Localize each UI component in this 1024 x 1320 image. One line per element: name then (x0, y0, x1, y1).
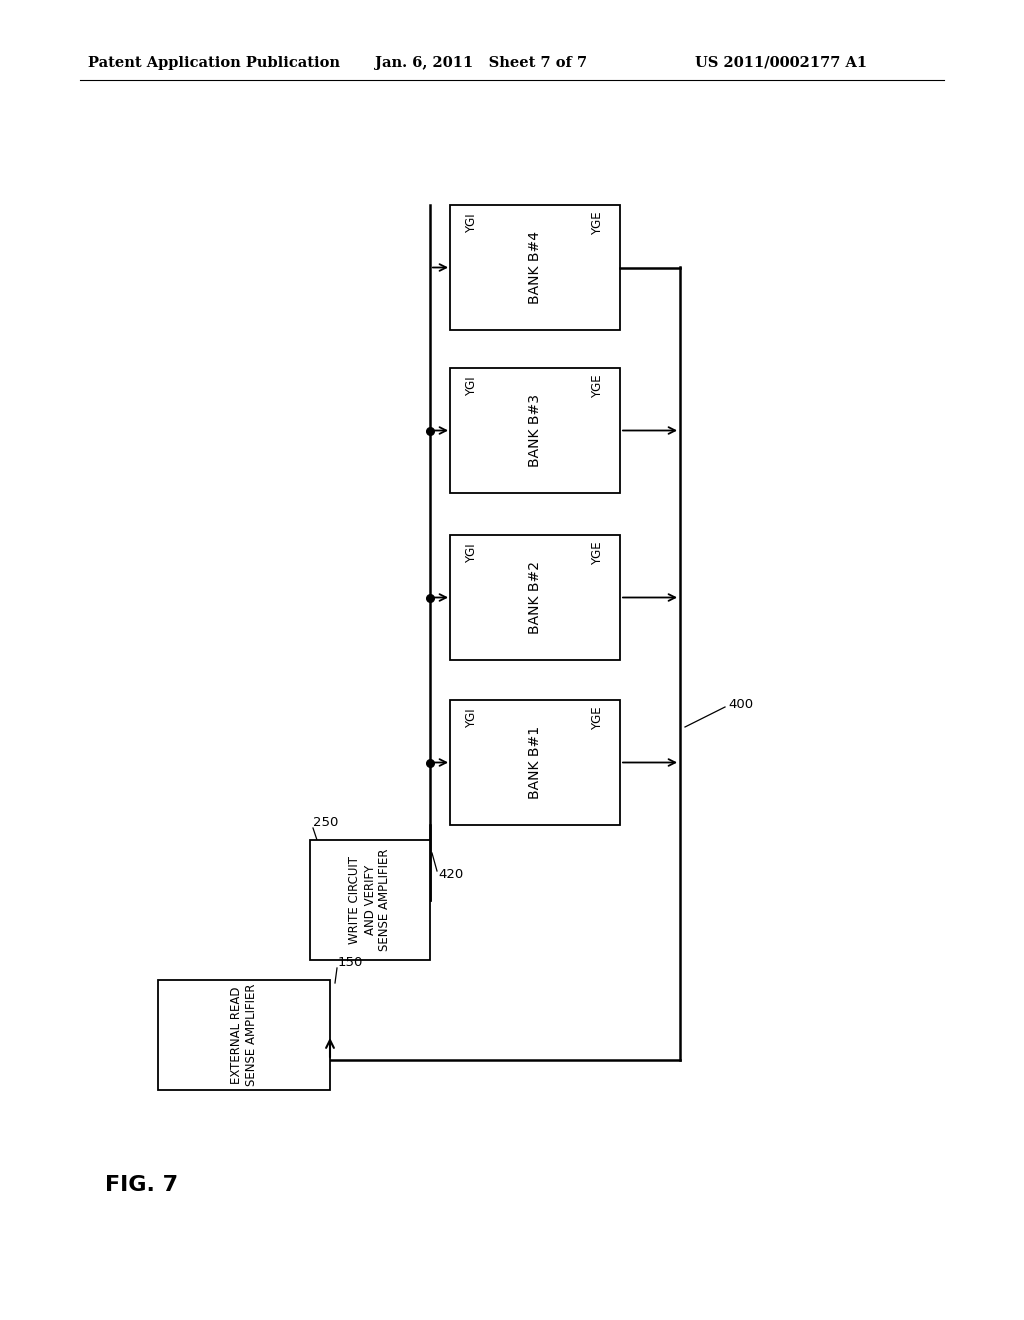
Text: YGI: YGI (466, 214, 478, 232)
Bar (450, 535, 620, 660)
Text: FIG. 7: FIG. 7 (105, 1175, 178, 1195)
Text: 150: 150 (338, 956, 364, 969)
Text: BANK B#3: BANK B#3 (528, 393, 542, 467)
Text: EXTERNAL READ
SENSE AMPLIFIER: EXTERNAL READ SENSE AMPLIFIER (230, 983, 258, 1086)
Text: 250: 250 (313, 816, 338, 829)
Text: Jan. 6, 2011   Sheet 7 of 7: Jan. 6, 2011 Sheet 7 of 7 (375, 55, 587, 70)
Text: YGE: YGE (592, 211, 604, 235)
Bar (450, 368, 620, 492)
Text: WRITE CIRCUIT
AND VERIFY
SENSE AMPLIFIER: WRITE CIRCUIT AND VERIFY SENSE AMPLIFIER (348, 849, 391, 952)
Text: YGI: YGI (466, 544, 478, 562)
Text: 420: 420 (438, 869, 463, 882)
Text: BANK B#1: BANK B#1 (528, 726, 542, 799)
Bar (310, 840, 430, 960)
Text: YGE: YGE (592, 374, 604, 397)
Text: YGI: YGI (466, 376, 478, 396)
Text: YGI: YGI (466, 709, 478, 727)
Text: BANK B#2: BANK B#2 (528, 561, 542, 634)
Text: 400: 400 (728, 698, 753, 711)
Text: US 2011/0002177 A1: US 2011/0002177 A1 (695, 55, 867, 70)
Text: YGE: YGE (592, 706, 604, 730)
Text: Patent Application Publication: Patent Application Publication (88, 55, 340, 70)
Bar (450, 205, 620, 330)
Text: YGE: YGE (592, 541, 604, 565)
Bar (450, 700, 620, 825)
Text: BANK B#4: BANK B#4 (528, 231, 542, 304)
Bar (158, 979, 330, 1090)
